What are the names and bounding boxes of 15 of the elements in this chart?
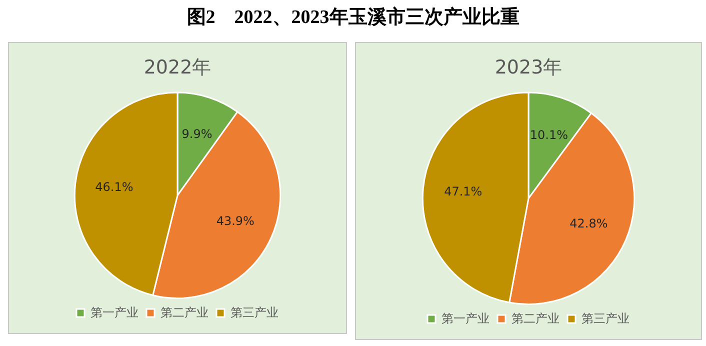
chart-title: 2022年 — [144, 56, 212, 78]
data-label: 10.1% — [530, 128, 568, 142]
data-label: 9.9% — [182, 126, 212, 141]
legend-label: 第三产业 — [582, 311, 630, 326]
data-label: 43.9% — [216, 214, 254, 228]
legend-label: 第二产业 — [512, 311, 560, 326]
legend-label: 第一产业 — [90, 305, 138, 320]
legend-label: 第一产业 — [442, 311, 490, 326]
text: 图2 2022、2023年玉溪市三次产业比重 — [186, 6, 520, 30]
legend-label: 第二产业 — [160, 305, 208, 320]
data-label: 42.8% — [570, 216, 608, 231]
legend-label: 第三产业 — [230, 305, 278, 320]
data-label: 46.1% — [95, 180, 134, 194]
data-label: 47.1% — [444, 184, 482, 199]
chart-title: 2023年 — [494, 56, 562, 78]
